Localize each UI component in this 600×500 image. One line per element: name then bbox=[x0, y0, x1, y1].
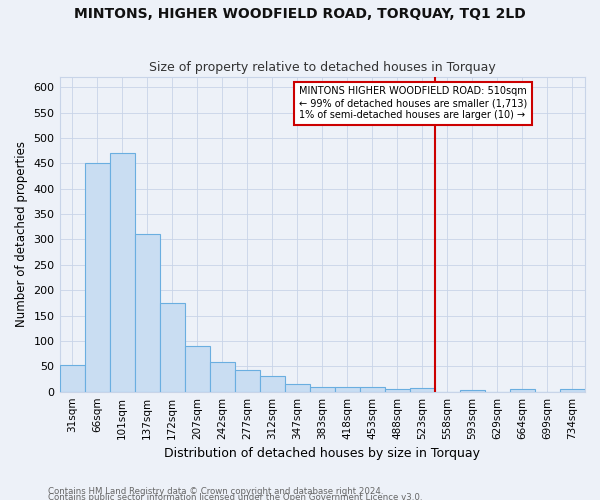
Title: Size of property relative to detached houses in Torquay: Size of property relative to detached ho… bbox=[149, 62, 496, 74]
Text: MINTONS, HIGHER WOODFIELD ROAD, TORQUAY, TQ1 2LD: MINTONS, HIGHER WOODFIELD ROAD, TORQUAY,… bbox=[74, 8, 526, 22]
Bar bbox=[410, 388, 435, 392]
Bar bbox=[85, 163, 110, 392]
Bar bbox=[285, 384, 310, 392]
Text: Contains HM Land Registry data © Crown copyright and database right 2024.: Contains HM Land Registry data © Crown c… bbox=[48, 487, 383, 496]
Bar bbox=[235, 370, 260, 392]
Bar bbox=[160, 304, 185, 392]
Bar bbox=[460, 390, 485, 392]
Bar bbox=[59, 365, 85, 392]
Bar bbox=[385, 389, 410, 392]
Y-axis label: Number of detached properties: Number of detached properties bbox=[15, 142, 28, 328]
Bar bbox=[335, 387, 360, 392]
Bar bbox=[360, 387, 385, 392]
Bar bbox=[560, 389, 585, 392]
Bar bbox=[134, 234, 160, 392]
Bar bbox=[510, 389, 535, 392]
Bar bbox=[185, 346, 209, 392]
Text: Contains public sector information licensed under the Open Government Licence v3: Contains public sector information licen… bbox=[48, 492, 422, 500]
Bar bbox=[209, 362, 235, 392]
X-axis label: Distribution of detached houses by size in Torquay: Distribution of detached houses by size … bbox=[164, 447, 480, 460]
Bar bbox=[110, 152, 134, 392]
Bar bbox=[310, 387, 335, 392]
Text: MINTONS HIGHER WOODFIELD ROAD: 510sqm
← 99% of detached houses are smaller (1,71: MINTONS HIGHER WOODFIELD ROAD: 510sqm ← … bbox=[299, 86, 527, 120]
Bar bbox=[260, 376, 285, 392]
